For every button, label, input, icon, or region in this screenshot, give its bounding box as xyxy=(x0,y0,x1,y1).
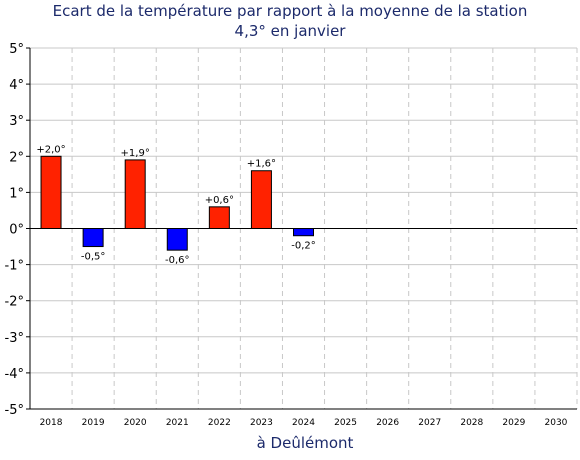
x-tick-label: 2030 xyxy=(545,418,568,428)
y-tick-label: -4° xyxy=(5,367,24,382)
data-label: -0,2° xyxy=(291,241,316,252)
data-label: +0,6° xyxy=(205,195,234,206)
x-axis-label: à Deûlémont xyxy=(256,434,354,452)
data-label: -0,6° xyxy=(165,255,190,266)
data-label: +2,0° xyxy=(36,144,65,155)
x-tick-label: 2028 xyxy=(460,418,483,428)
y-tick-label: -1° xyxy=(5,259,24,274)
x-tick-label: 2029 xyxy=(502,418,525,428)
data-label: +1,6° xyxy=(247,159,276,170)
x-tick-label: 2019 xyxy=(82,418,105,428)
x-tick-label: 2023 xyxy=(250,418,273,428)
y-tick-label: 2° xyxy=(9,150,24,165)
bar xyxy=(208,206,230,229)
bar xyxy=(40,155,62,229)
data-label: -0,5° xyxy=(81,252,106,263)
y-tick-label: 3° xyxy=(9,114,24,129)
x-tick-label: 2026 xyxy=(376,418,399,428)
y-tick-label: 1° xyxy=(9,186,24,201)
x-tick-label: 2021 xyxy=(166,418,189,428)
bar xyxy=(166,228,188,251)
y-tick-label: -3° xyxy=(5,331,24,346)
y-tick-label: 0° xyxy=(9,223,24,238)
bar xyxy=(82,228,104,248)
y-tick-label: 5° xyxy=(9,42,24,57)
bar xyxy=(250,170,272,230)
y-tick-label: -5° xyxy=(5,403,24,418)
x-tick-label: 2022 xyxy=(208,418,231,428)
y-tick-label: -2° xyxy=(5,295,24,310)
x-tick-label: 2018 xyxy=(40,418,63,428)
y-tick-label: 4° xyxy=(9,78,24,93)
data-label: +1,9° xyxy=(121,148,150,159)
x-tick-label: 2020 xyxy=(124,418,147,428)
x-tick-label: 2025 xyxy=(334,418,357,428)
x-tick-label: 2027 xyxy=(418,418,441,428)
bar xyxy=(124,159,146,229)
x-tick-label: 2024 xyxy=(292,418,315,428)
chart-title: Ecart de la température par rapport à la… xyxy=(52,2,528,20)
bar xyxy=(293,228,314,237)
chart-subtitle: 4,3° en janvier xyxy=(234,22,346,40)
